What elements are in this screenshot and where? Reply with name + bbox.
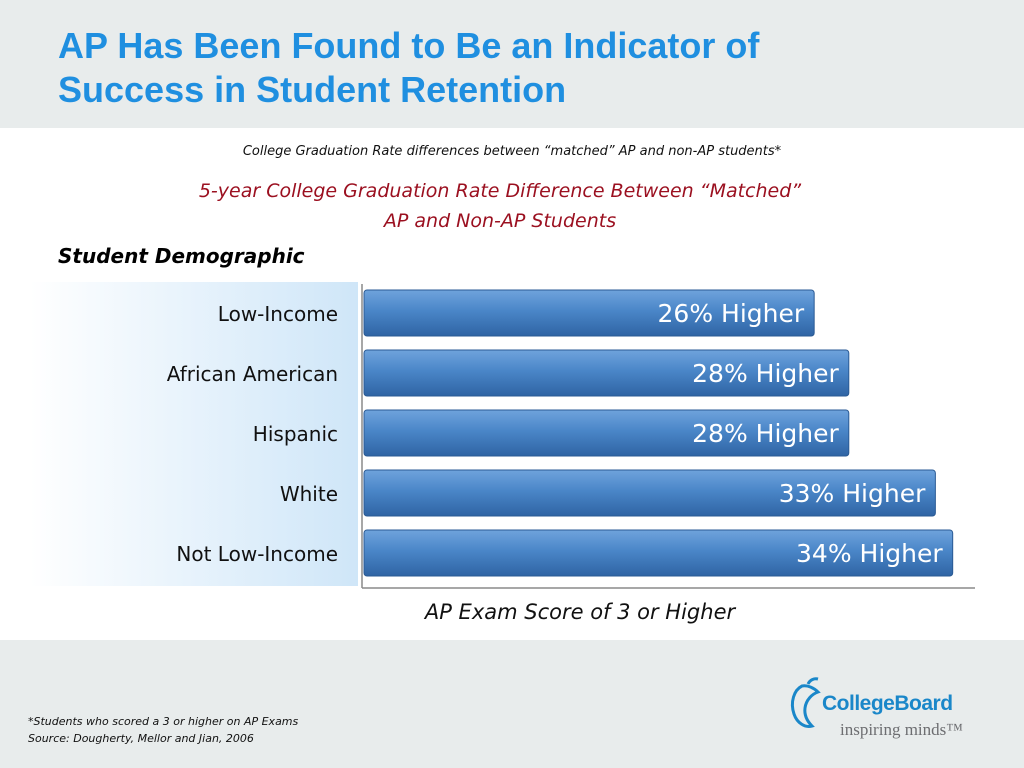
chart-title-line-1: 5-year College Graduation Rate Differenc…: [198, 180, 802, 202]
category-panel: [30, 282, 358, 586]
bar: [363, 529, 954, 577]
category-label: African American: [167, 362, 338, 386]
chart-title-line-2: AP and Non-AP Students: [383, 210, 617, 232]
logo-wordmark: CollegeBoard: [822, 692, 953, 715]
bar-chart-svg: Low-Income 26% Higher African American 28% …: [30, 282, 975, 589]
bar: [363, 409, 850, 457]
chart-subtitle: College Graduation Rate differences betw…: [242, 144, 782, 159]
bar-data-label: 28% Higher: [692, 359, 839, 388]
footer-band: [0, 640, 1024, 768]
category-label: White: [280, 482, 338, 506]
category-label: Low-Income: [218, 302, 338, 326]
category-axis-heading: Student Demographic: [58, 244, 305, 268]
bar-data-label: 33% Higher: [779, 479, 926, 508]
bar-data-label: 26% Higher: [658, 299, 805, 328]
bar: [363, 349, 850, 397]
slide-title-line-2: Success in Student Retention: [58, 69, 567, 110]
category-label: Not Low-Income: [176, 542, 338, 566]
value-axis-label: AP Exam Score of 3 or Higher: [424, 600, 736, 624]
collegeboard-logo: CollegeBoard inspiring minds™: [788, 676, 998, 742]
slide-title: AP Has Been Found to Be an Indicator of …: [58, 24, 958, 112]
bar-data-label: 34% Higher: [796, 539, 943, 568]
header-band: [0, 0, 1024, 128]
chart-title: 5-year College Graduation Rate Differenc…: [100, 176, 900, 236]
bar: [363, 289, 815, 337]
bar: [363, 469, 936, 517]
acorn-logo-icon: [790, 677, 821, 728]
footnote-line-2: Source: Dougherty, Mellor and Jian, 2006: [28, 732, 254, 745]
slide-title-line-1: AP Has Been Found to Be an Indicator of: [58, 25, 760, 66]
footnote-line-1: *Students who scored a 3 or higher on AP…: [28, 715, 299, 728]
logo-tagline: inspiring minds™: [840, 720, 963, 739]
bar-data-label: 28% Higher: [692, 419, 839, 448]
bar-chart: Low-Income 26% Higher African American 28% …: [0, 280, 1024, 610]
category-label: Hispanic: [253, 422, 338, 446]
footnote: *Students who scored a 3 or higher on AP…: [28, 713, 298, 747]
